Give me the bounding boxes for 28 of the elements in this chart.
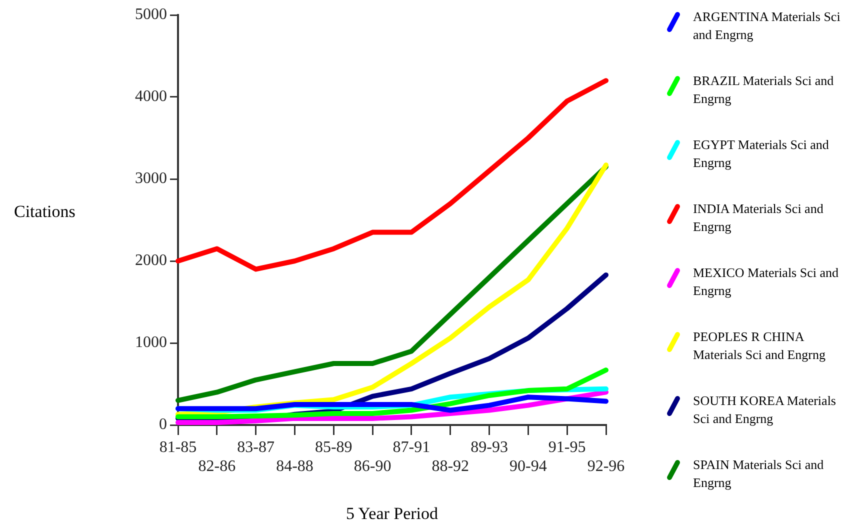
legend-label: INDIA Materials Sci and Engrng [693, 201, 824, 234]
legend-label: SOUTH KOREA Materials Sci and Engrng [693, 393, 836, 426]
y-axis-title: Citations [14, 202, 76, 222]
x-tick-label: 86-90 [354, 458, 392, 476]
x-tick-label: 81-85 [159, 438, 197, 456]
y-tick-label: 4000 [135, 88, 167, 106]
y-tick-label: 3000 [135, 170, 167, 188]
legend-label: PEOPLES R CHINA Materials Sci and Engrng [693, 329, 826, 362]
x-tick-label: 89-93 [470, 438, 508, 456]
y-tick-label: 2000 [135, 252, 167, 270]
x-tick-label: 82-86 [198, 458, 236, 476]
x-tick-label: 87-91 [392, 438, 430, 456]
legend-label: MEXICO Materials Sci and Engrng [693, 265, 839, 298]
x-tick-label: 92-96 [587, 458, 625, 476]
x-tick-label: 91-95 [548, 438, 586, 456]
x-tick-label: 90-94 [510, 458, 547, 476]
y-tick-label: 0 [159, 416, 167, 434]
legend-label: ARGENTINA Materials Sci and Engrng [693, 9, 840, 42]
x-tick-label: 85-89 [314, 438, 352, 456]
legend-label: BRAZIL Materials Sci and Engrng [693, 73, 834, 106]
y-tick-label: 1000 [135, 334, 167, 352]
x-tick-label: 83-87 [237, 438, 274, 456]
x-axis-title: 5 Year Period [344, 504, 440, 524]
x-tick-label: 88-92 [432, 458, 470, 476]
legend-label: EGYPT Materials Sci and Engrng [693, 137, 829, 170]
x-tick-label: 84-88 [276, 458, 314, 476]
legend-label: SPAIN Materials Sci and Engrng [693, 457, 824, 490]
y-tick-label: 5000 [135, 6, 167, 24]
